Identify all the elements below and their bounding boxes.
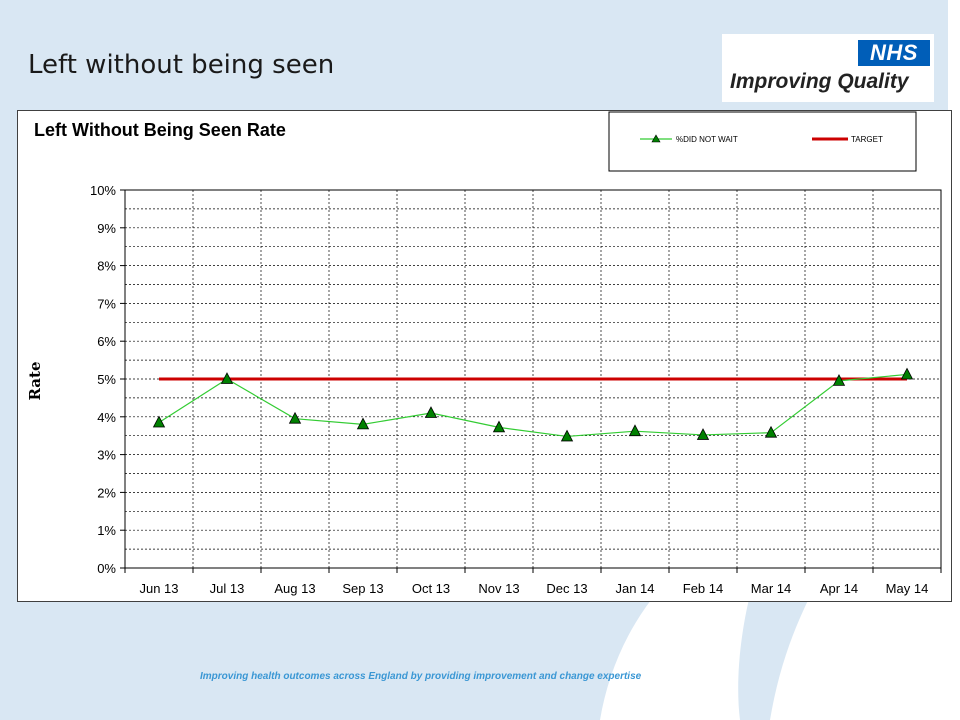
y-tick-label: 7% [97,296,116,311]
x-tick-label: May 14 [886,581,929,596]
x-tick-label: Feb 14 [683,581,723,596]
data-point [492,420,506,433]
x-tick-label: Apr 14 [820,581,858,596]
x-tick-label: Jun 13 [139,581,178,596]
data-point [832,374,846,386]
line-chart: Left Without Being Seen Rate %DID NOT WA… [26,111,942,596]
legend-box [608,111,917,172]
legend-marker-icon [651,134,661,143]
slide-title: Left without being seen [28,50,335,80]
x-tick-label: Jan 14 [615,581,654,596]
data-point [900,367,914,380]
data-point [424,406,438,418]
y-tick-label: 10% [90,183,116,198]
y-axis-label: Rate [26,361,44,400]
plot-area: 0% 1% 2% 3% 4% 5% 6% 7% 8% 9% 10% Jun 13 Jul 13 Aug 1… [90,183,942,596]
y-tick-label: 3% [97,448,116,463]
x-tick-label: Nov 13 [478,581,519,596]
y-tick-label: 5% [97,372,116,387]
legend-label-target: TARGET [851,135,883,144]
y-tick-label: 1% [97,523,116,538]
series-line [158,373,908,438]
y-tick-label: 6% [97,334,116,349]
data-point [696,428,710,440]
legend-label-series: %DID NOT WAIT [676,135,738,144]
data-point [356,417,370,430]
legend: %DID NOT WAIT TARGET [608,111,917,172]
data-point [288,411,302,424]
x-tick-label: Oct 13 [412,581,450,596]
x-tick-label: Jul 13 [210,581,245,596]
y-tick-label: 4% [97,410,116,425]
y-tick-label: 2% [97,485,116,500]
logo-text: Improving Quality [730,70,909,93]
data-point [628,424,642,437]
x-tick-label: Dec 13 [546,581,587,596]
nhs-badge: NHS [858,40,930,66]
footer-text: Improving health outcomes across England… [200,671,642,682]
nhs-logo: NHS Improving Quality [722,34,934,102]
y-tick-label: 8% [97,259,116,274]
data-point [220,372,234,384]
x-tick-label: Mar 14 [751,581,791,596]
data-point [560,429,574,442]
data-point [764,425,778,438]
chart-frame: Left Without Being Seen Rate %DID NOT WA… [17,110,952,602]
chart-title: Left Without Being Seen Rate [34,120,286,140]
x-tick-label: Sep 13 [342,581,383,596]
y-tick-label: 0% [97,561,116,576]
y-tick-label: 9% [97,221,116,236]
x-tick-label: Aug 13 [274,581,315,596]
data-point [152,415,166,428]
